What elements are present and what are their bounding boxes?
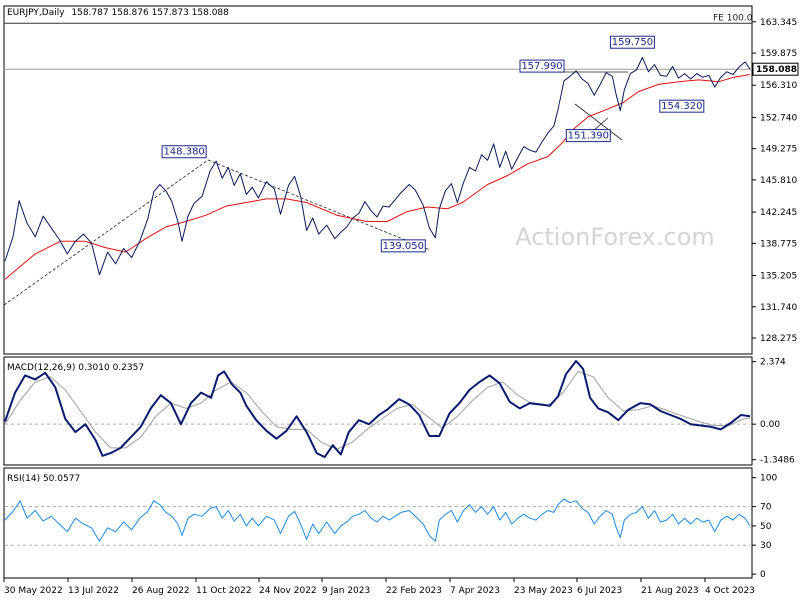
rsi-y-tick-label: 50 (760, 522, 772, 532)
price-y-tick-label: 131.740 (760, 303, 797, 313)
rsi-line (4, 498, 751, 542)
price-series-group (4, 56, 751, 280)
x-tick-label: 26 Aug 2022 (132, 586, 190, 596)
price-y-tick-label: 135.205 (760, 272, 797, 282)
macd-y-axis: 2.374 0.00 -1.3486 (752, 358, 795, 466)
current-price-tag (752, 62, 799, 76)
price-y-tick-label: 156.310 (760, 81, 797, 91)
symbol-title: EURJPY,Daily (7, 8, 65, 18)
x-tick-label: 4 Oct 2023 (705, 586, 755, 596)
annotation-label: 139.050 (383, 241, 424, 252)
x-tick-label: 22 Feb 2023 (386, 586, 442, 596)
macd-y-tick-label: 2.374 (760, 358, 786, 368)
price-chart-title: EURJPY,Daily 158.787 158.876 157.873 158… (7, 8, 229, 18)
annotation-box (609, 35, 655, 49)
price-line (4, 56, 751, 276)
price-y-tick-label: 159.875 (760, 49, 797, 59)
x-tick-label: 24 Nov 2022 (259, 586, 317, 596)
resistance-trendline (207, 159, 431, 251)
price-y-tick-label: 138.775 (760, 239, 797, 249)
macd-line (4, 360, 751, 459)
x-tick-label: 23 May 2023 (514, 586, 573, 596)
ohlc-header: 158.787 158.876 157.873 158.088 (71, 8, 229, 18)
rsi-y-axis: 100 70 50 30 0 (752, 474, 777, 580)
x-tick-label: 6 Jul 2023 (577, 586, 622, 596)
rsi-y-tick-label: 30 (760, 541, 772, 551)
x-axis: 30 May 2022 13 Jul 2022 26 Aug 2022 11 Oct … (3, 578, 755, 596)
annotation-group: 148.380 139.050 157.990 159.750 151.390 154.3… (161, 35, 705, 253)
annotation-box (565, 129, 611, 143)
x-tick-label: 30 May 2022 (4, 586, 63, 596)
rsi-title: RSI(14) 50.0577 (7, 474, 80, 484)
price-y-tick-label: 128.275 (760, 334, 797, 344)
rsi-y-tick-label: 100 (760, 474, 777, 484)
rsi-y-tick-label: 0 (760, 570, 766, 580)
watermark: ActionForex.com (515, 223, 715, 251)
annotation-label: 148.380 (163, 147, 204, 158)
fe-level-label: FE 100.0 (713, 13, 753, 23)
current-price-label: 158.088 (756, 65, 797, 75)
x-tick-label: 21 Aug 2023 (641, 586, 699, 596)
x-tick-label: 7 Apr 2023 (450, 586, 500, 596)
macd-panel-frame (3, 356, 753, 466)
price-y-axis: 163.345 159.875 156.310 152.740 149.275 145.8… (752, 18, 797, 344)
x-tick-label: 11 Oct 2022 (196, 586, 252, 596)
macd-series-group (4, 360, 751, 459)
support-trendline (3, 159, 209, 306)
rsi-panel-frame (3, 467, 753, 579)
annotation-label: 159.750 (612, 37, 653, 48)
ma-line (4, 74, 751, 280)
annotation-box (519, 59, 565, 73)
annotation-box (380, 239, 426, 253)
macd-y-tick-label: 0.00 (760, 420, 780, 430)
price-y-tick-label: 145.810 (760, 176, 797, 186)
macd-signal-line (4, 371, 751, 450)
annotation-box (659, 99, 705, 113)
price-panel-frame (3, 5, 753, 355)
rsi-y-tick-label: 70 (760, 503, 772, 513)
price-y-tick-label: 142.245 (760, 208, 797, 218)
price-y-tick-label: 163.345 (760, 18, 797, 28)
annotation-label: 151.390 (568, 131, 609, 142)
annotation-label: 154.320 (661, 101, 702, 112)
macd-title: MACD(12,26,9) 0.3010 0.2357 (7, 363, 144, 373)
rsi-series-group (4, 498, 751, 546)
price-y-tick-label: 149.275 (760, 145, 797, 155)
macd-y-tick-label: -1.3486 (760, 456, 795, 466)
x-tick-label: 13 Jul 2022 (68, 586, 119, 596)
x-tick-label: 9 Jan 2023 (322, 586, 370, 596)
annotation-box (161, 145, 207, 159)
breakout-line-1 (574, 103, 623, 141)
trendlines (3, 159, 431, 306)
price-y-tick-label: 152.740 (760, 113, 797, 123)
annotation-label: 157.990 (521, 61, 562, 72)
